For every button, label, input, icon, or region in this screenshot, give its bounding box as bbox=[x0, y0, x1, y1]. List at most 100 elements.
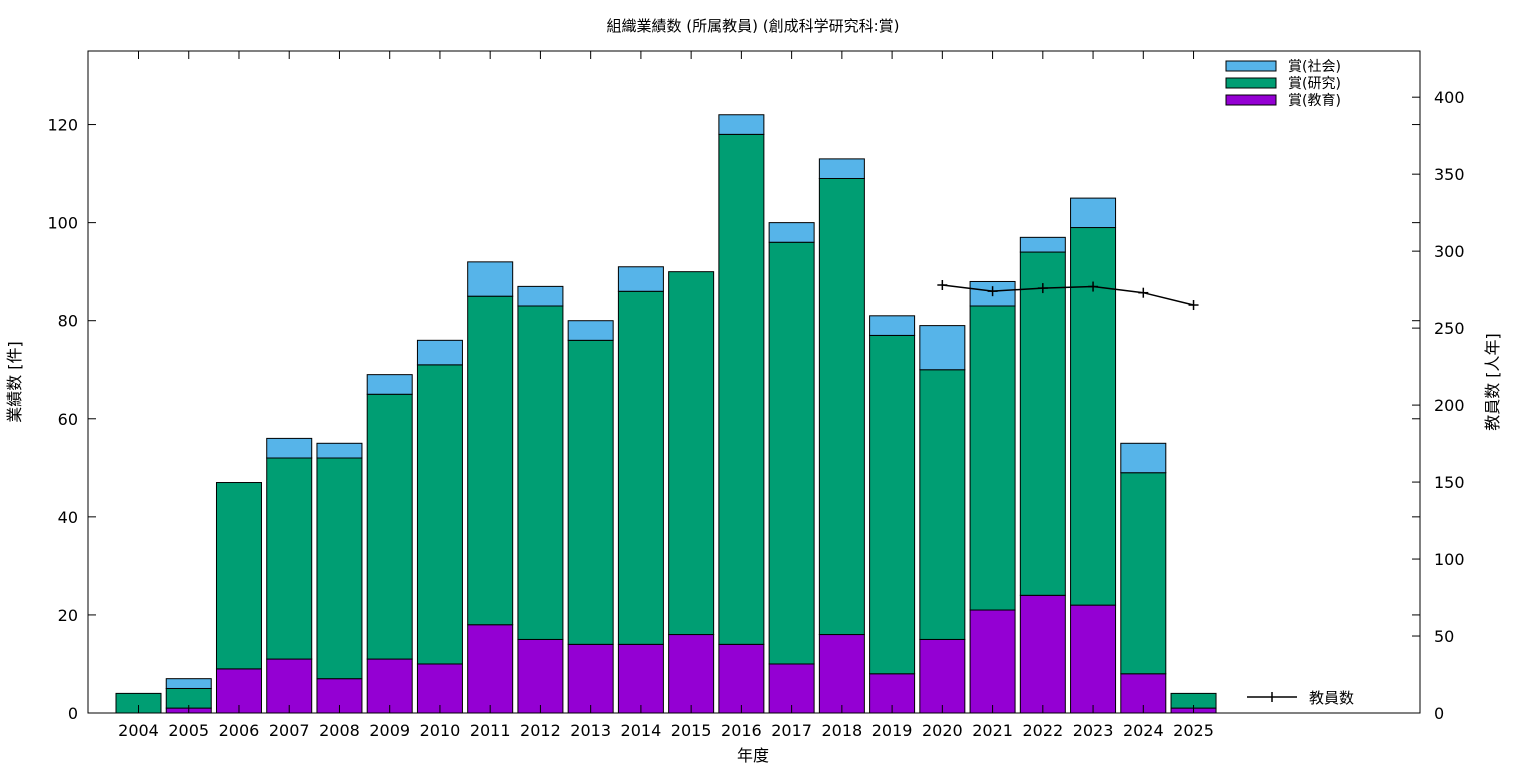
bar-segment bbox=[617, 290, 664, 645]
bar-segment bbox=[517, 638, 564, 714]
x-tick-label: 2022 bbox=[1022, 721, 1063, 740]
x-tick-label: 2015 bbox=[671, 721, 712, 740]
bar-segment bbox=[818, 177, 865, 636]
bar-segment bbox=[567, 643, 614, 714]
x-axis-label: 年度 bbox=[737, 746, 769, 765]
legend-label: 賞(教育) bbox=[1288, 93, 1341, 109]
bar-segment bbox=[919, 638, 966, 714]
faculty-count-line bbox=[942, 284, 1194, 306]
bar-segment bbox=[215, 482, 262, 670]
bar-segment bbox=[1070, 604, 1117, 714]
bar-segment bbox=[366, 658, 413, 714]
bar-segment bbox=[1019, 251, 1066, 596]
bar-segment bbox=[567, 320, 614, 341]
x-tick-label: 2018 bbox=[822, 721, 863, 740]
y-axis: 0 20 40 60 80 100 120 bbox=[47, 116, 1420, 723]
y2-tick-label: 250 bbox=[1434, 319, 1465, 338]
bar-segment bbox=[165, 678, 212, 689]
legend-label: 賞(社会) bbox=[1288, 59, 1341, 75]
y2-tick-label: 400 bbox=[1434, 88, 1465, 107]
bar-segment bbox=[1120, 472, 1167, 675]
bar-segment bbox=[969, 609, 1016, 714]
bar-segment bbox=[517, 285, 564, 307]
y-tick-label: 0 bbox=[68, 704, 78, 723]
x-tick-label: 2020 bbox=[922, 721, 963, 740]
chart-title: 組織業績数 (所属教員) (創成科学研究科:賞) bbox=[607, 17, 900, 35]
bar-segment bbox=[869, 315, 916, 336]
bar-segment bbox=[768, 241, 815, 665]
bar-segment bbox=[768, 222, 815, 243]
x-tick-label: 2024 bbox=[1123, 721, 1164, 740]
x-tick-label: 2004 bbox=[118, 721, 159, 740]
y2-tick-label: 350 bbox=[1434, 165, 1465, 184]
x-tick-label: 2023 bbox=[1073, 721, 1114, 740]
y-tick-label: 60 bbox=[58, 410, 78, 429]
bar-segment bbox=[1120, 442, 1167, 474]
y-tick-label: 40 bbox=[58, 508, 78, 527]
y-tick-label: 80 bbox=[58, 312, 78, 331]
x-tick-label: 2011 bbox=[470, 721, 511, 740]
bar-segment bbox=[266, 457, 313, 660]
bar-segment bbox=[266, 437, 313, 459]
bar-segment bbox=[818, 634, 865, 714]
bar-segment bbox=[416, 364, 463, 665]
y2-tick-label: 100 bbox=[1434, 550, 1465, 569]
x-tick-label: 2016 bbox=[721, 721, 762, 740]
bar-segment bbox=[567, 339, 614, 645]
bar-segment bbox=[467, 261, 514, 297]
bar-segment bbox=[969, 305, 1016, 611]
y2-tick-label: 200 bbox=[1434, 396, 1465, 415]
plot-frame bbox=[87, 50, 1421, 714]
legend-swatch bbox=[1225, 94, 1277, 106]
bar-segment bbox=[416, 339, 463, 366]
line-group bbox=[937, 280, 1199, 311]
bar-segment bbox=[266, 658, 313, 714]
bar-segment bbox=[668, 271, 715, 636]
x-axis: 2004 2005 2006 2007 2008 2009 2010 2011 2012 2013… bbox=[118, 51, 1214, 740]
bar-segment bbox=[366, 374, 413, 395]
bar-segment bbox=[617, 643, 664, 714]
x-tick-label: 2021 bbox=[972, 721, 1013, 740]
legend-label: 教員数 bbox=[1309, 689, 1354, 707]
bar-segment bbox=[718, 133, 765, 645]
bar-segment bbox=[517, 305, 564, 640]
x-tick-label: 2007 bbox=[269, 721, 310, 740]
y2-tick-label: 0 bbox=[1434, 704, 1444, 723]
bar-segment bbox=[1019, 236, 1066, 253]
bar-segment bbox=[316, 457, 363, 680]
bar-segment bbox=[668, 634, 715, 714]
bar-segment bbox=[316, 442, 363, 459]
legend-swatch bbox=[1225, 77, 1277, 89]
x-tick-label: 2008 bbox=[319, 721, 360, 740]
x-tick-label: 2019 bbox=[872, 721, 913, 740]
x-tick-label: 2014 bbox=[621, 721, 662, 740]
y2-tick-label: 50 bbox=[1434, 627, 1454, 646]
x-tick-label: 2010 bbox=[420, 721, 461, 740]
bar-segment bbox=[1019, 594, 1066, 714]
bar-segment bbox=[718, 114, 765, 135]
legend-swatch bbox=[1225, 60, 1277, 72]
x-tick-label: 2025 bbox=[1173, 721, 1214, 740]
bar-segment bbox=[869, 334, 916, 675]
x-tick-label: 2012 bbox=[520, 721, 561, 740]
y2-axis-label: 教員数 [人年] bbox=[1483, 333, 1502, 431]
legend: 賞(社会)賞(研究)賞(教育) 教員数 bbox=[1225, 59, 1354, 707]
y-tick-label: 20 bbox=[58, 606, 78, 625]
y-axis-label: 業績数 [件] bbox=[5, 341, 24, 423]
bar-segment bbox=[718, 643, 765, 714]
x-tick-label: 2006 bbox=[219, 721, 260, 740]
x-tick-label: 2005 bbox=[168, 721, 209, 740]
legend-label: 賞(研究) bbox=[1288, 76, 1341, 92]
bar-segment bbox=[919, 325, 966, 371]
y2-tick-label: 300 bbox=[1434, 242, 1465, 261]
bar-segment bbox=[366, 393, 413, 660]
bar-segment bbox=[617, 266, 664, 292]
bar-segment bbox=[818, 158, 865, 179]
y-tick-label: 100 bbox=[47, 214, 78, 233]
y2-axis: 0 50 100 150 200 250 300 350 400 bbox=[1412, 88, 1465, 723]
x-tick-label: 2013 bbox=[570, 721, 611, 740]
bar-segment bbox=[1070, 197, 1117, 229]
y-tick-label: 120 bbox=[47, 116, 78, 135]
bar-segment bbox=[919, 369, 966, 640]
